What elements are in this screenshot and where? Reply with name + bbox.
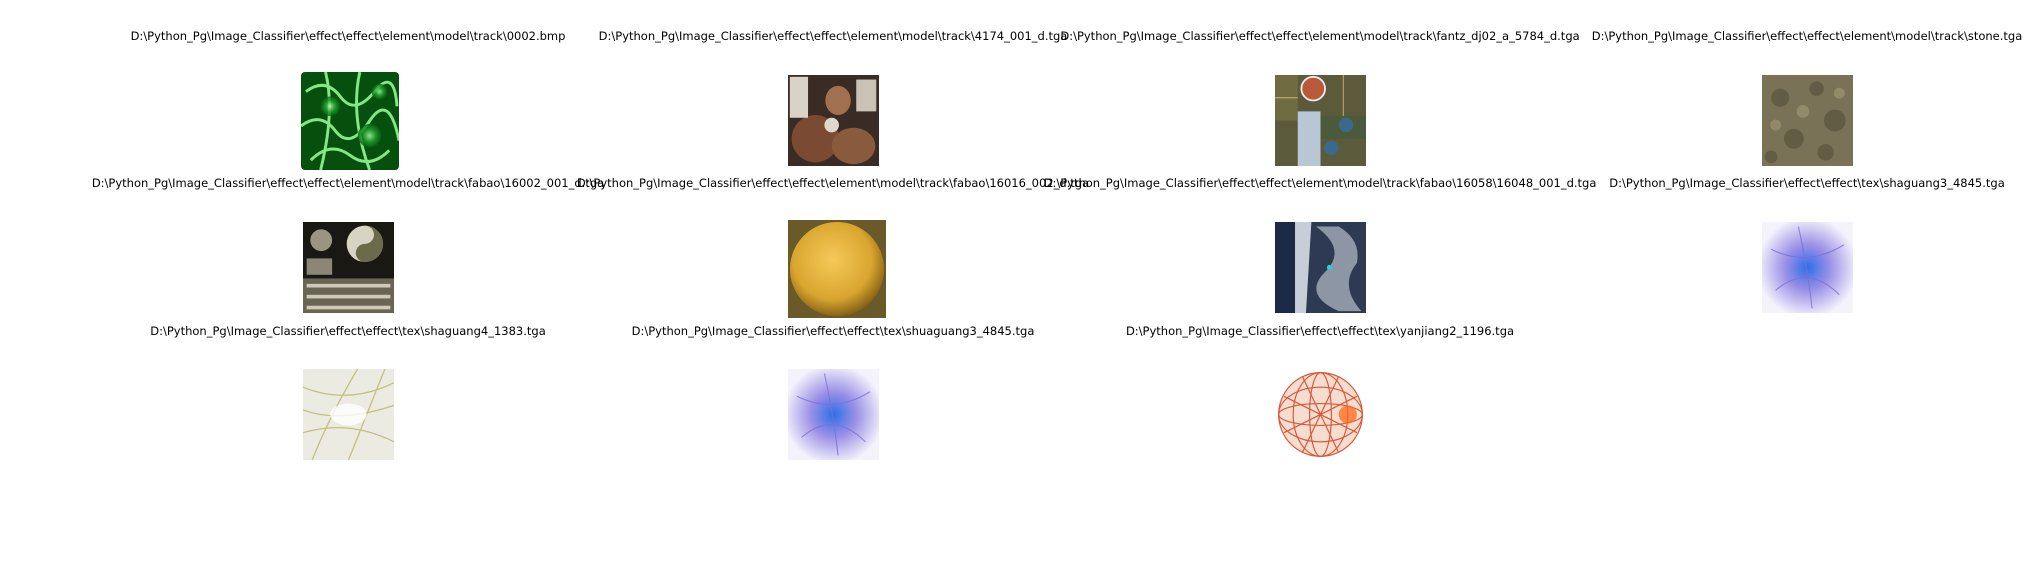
yellow-streak-thumbnail: [303, 369, 394, 460]
image-path-label: D:\Python_Pg\Image_Classifier\effect\eff…: [1125, 324, 1515, 338]
green-caustic-thumbnail: [301, 72, 399, 170]
image-path-label: D:\Python_Pg\Image_Classifier\effect\eff…: [150, 324, 546, 338]
image-path-label: D:\Python_Pg\Image_Classifier\effect\eff…: [631, 324, 1035, 338]
orange-lava-net-thumbnail: [1275, 369, 1366, 460]
ornate-tile-atlas-thumbnail: [1275, 75, 1366, 166]
blade-atlas-thumbnail: [1275, 222, 1366, 313]
blue-glow-thumbnail: [788, 369, 879, 460]
image-path-label: D:\Python_Pg\Image_Classifier\effect\eff…: [1043, 176, 1597, 190]
yin-yang-atlas-thumbnail: [303, 222, 394, 313]
image-path-label: D:\Python_Pg\Image_Classifier\effect\eff…: [1060, 29, 1580, 43]
pottery-atlas-thumbnail: [788, 75, 879, 166]
image-path-label: D:\Python_Pg\Image_Classifier\effect\eff…: [598, 29, 1068, 43]
stone-thumbnail: [1762, 75, 1853, 166]
image-path-label: D:\Python_Pg\Image_Classifier\effect\eff…: [1591, 29, 2023, 43]
image-path-label: D:\Python_Pg\Image_Classifier\effect\eff…: [576, 176, 1090, 190]
image-path-label: D:\Python_Pg\Image_Classifier\effect\eff…: [1609, 176, 2005, 190]
golden-sphere-thumbnail: [788, 220, 886, 318]
image-path-label: D:\Python_Pg\Image_Classifier\effect\eff…: [130, 29, 566, 43]
image-path-label: D:\Python_Pg\Image_Classifier\effect\eff…: [91, 176, 605, 190]
blue-glow-thumbnail: [1762, 222, 1853, 313]
